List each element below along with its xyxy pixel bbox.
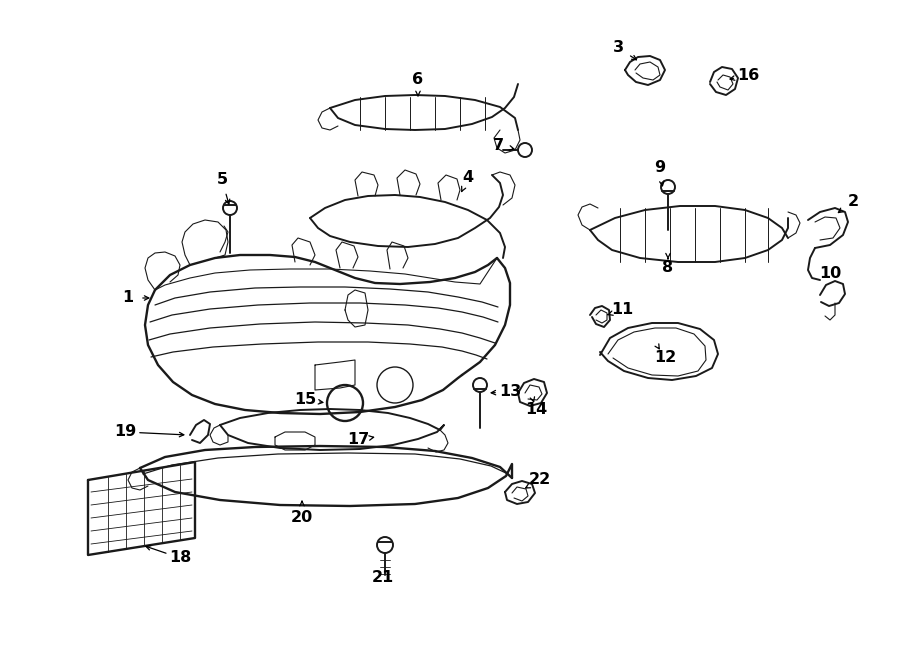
Text: 13: 13 (499, 385, 521, 399)
Text: 14: 14 (525, 403, 547, 418)
Text: 8: 8 (662, 260, 673, 276)
Text: 5: 5 (216, 173, 228, 188)
Text: 6: 6 (412, 73, 424, 87)
Text: 3: 3 (612, 40, 624, 56)
Text: 21: 21 (372, 570, 394, 584)
Text: 4: 4 (463, 171, 473, 186)
Text: 2: 2 (848, 194, 859, 210)
Text: 19: 19 (114, 424, 136, 440)
Text: 17: 17 (346, 432, 369, 447)
Text: 15: 15 (294, 393, 316, 407)
Text: 18: 18 (169, 551, 191, 566)
Text: 20: 20 (291, 510, 313, 524)
Text: 10: 10 (819, 266, 842, 280)
Text: 1: 1 (122, 290, 133, 305)
Text: 11: 11 (611, 303, 633, 317)
Text: 12: 12 (654, 350, 676, 366)
Text: 9: 9 (654, 161, 666, 176)
Text: 22: 22 (529, 473, 551, 488)
Text: 16: 16 (737, 67, 759, 83)
Text: 7: 7 (492, 137, 504, 153)
